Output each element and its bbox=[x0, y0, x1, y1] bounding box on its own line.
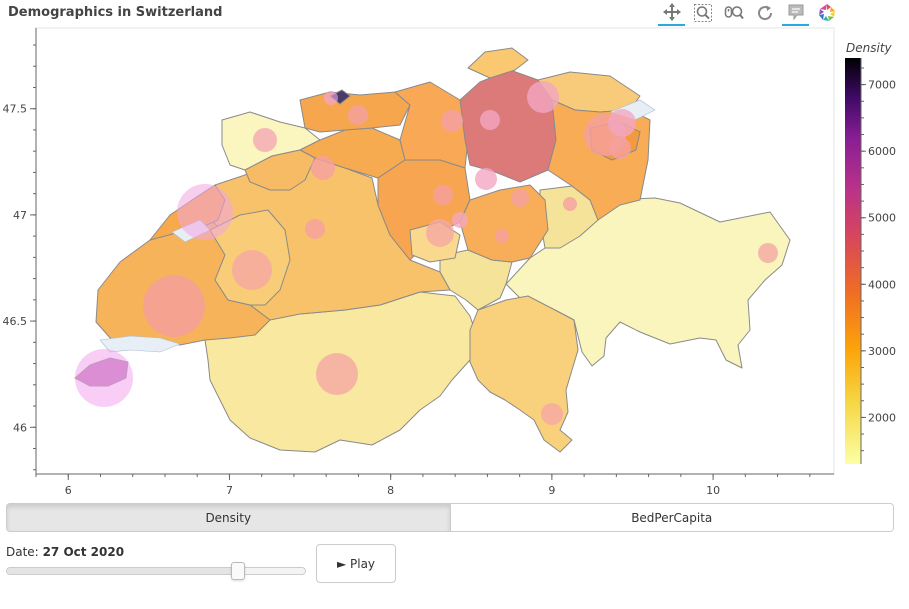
date-value: 27 Oct 2020 bbox=[42, 545, 125, 559]
colorbar: 2000 3000 4000 5000 6000 7000 bbox=[845, 58, 896, 464]
date-slider-handle[interactable] bbox=[231, 562, 245, 580]
bubble-basel-stadt bbox=[324, 91, 338, 105]
pan-tool-button[interactable] bbox=[658, 0, 685, 26]
date-slider-track-fill bbox=[7, 568, 238, 574]
bubble-thurgau bbox=[609, 137, 631, 159]
bubble-layer[interactable] bbox=[75, 81, 778, 425]
reset-icon bbox=[757, 5, 772, 21]
switzerland-map[interactable]: 6 7 8 9 10 46 46.5 47 47.5 2000 3000 4000 5000 6000… bbox=[0, 0, 909, 500]
bubble-geneva bbox=[75, 349, 133, 407]
x-tick-label: 6 bbox=[65, 484, 72, 497]
colorbar-tick-label: 2000 bbox=[868, 411, 896, 424]
bubble-obwalden bbox=[426, 219, 454, 247]
date-label-prefix: Date: bbox=[6, 545, 39, 559]
x-axis: 6 7 8 9 10 bbox=[35, 473, 834, 497]
x-tick-label: 7 bbox=[226, 484, 233, 497]
bubble-uri bbox=[495, 229, 509, 243]
bokeh-logo-icon bbox=[818, 4, 835, 21]
bubble-jura bbox=[253, 128, 277, 152]
bubble-aargau bbox=[441, 110, 463, 132]
wheel-zoom-tool-button[interactable] bbox=[720, 0, 747, 26]
bubble-fribourg bbox=[232, 250, 272, 290]
date-label: Date: 27 Oct 2020 bbox=[6, 545, 124, 559]
bubble-lucerne bbox=[433, 185, 453, 205]
bokeh-logo-link[interactable] bbox=[813, 0, 840, 26]
bubble-appenzell bbox=[608, 109, 636, 137]
pan-icon bbox=[662, 3, 681, 21]
hover-tool-button[interactable] bbox=[782, 0, 809, 26]
hover-icon bbox=[788, 4, 803, 21]
bubble-lausanne bbox=[143, 275, 205, 337]
bubble-bern bbox=[305, 219, 325, 239]
colorbar-tick-label: 6000 bbox=[868, 145, 896, 158]
canton-schaffhausen bbox=[467, 47, 529, 79]
y-tick-label: 47.5 bbox=[3, 103, 28, 116]
tab-bar: Density BedPerCapita bbox=[6, 503, 894, 532]
bubble-nidwalden bbox=[452, 212, 468, 228]
colorbar-tick-label: 3000 bbox=[868, 345, 896, 358]
y-tick-label: 46 bbox=[13, 421, 27, 434]
bubble-ticino bbox=[541, 403, 563, 425]
x-tick-label: 10 bbox=[706, 484, 720, 497]
bubble-solothurn bbox=[311, 156, 335, 180]
colorbar-gradient bbox=[845, 58, 861, 464]
bubble-neuchatel bbox=[177, 184, 233, 240]
y-tick-label: 47 bbox=[13, 209, 27, 222]
canton-jura-bernois bbox=[244, 149, 316, 191]
bubble-zug bbox=[475, 168, 497, 190]
bubble-zurich bbox=[480, 110, 500, 130]
bubble-valais bbox=[316, 353, 358, 395]
bubble-graubuenden bbox=[758, 243, 778, 263]
box-zoom-icon bbox=[693, 4, 712, 22]
colorbar-tick-label: 4000 bbox=[868, 278, 896, 291]
y-tick-label: 46.5 bbox=[3, 315, 28, 328]
colorbar-tick-label: 5000 bbox=[868, 212, 896, 225]
box-zoom-tool-button[interactable] bbox=[689, 0, 716, 26]
reset-tool-button[interactable] bbox=[751, 0, 778, 26]
wheel-zoom-icon bbox=[724, 6, 744, 20]
bubble-schwyz bbox=[511, 189, 529, 207]
x-tick-label: 8 bbox=[387, 484, 394, 497]
plot-toolbar bbox=[658, 0, 844, 30]
play-button[interactable]: ► Play bbox=[316, 544, 396, 583]
colorbar-title: Density bbox=[846, 41, 892, 55]
bubble-schaffhausen bbox=[527, 81, 559, 113]
tab-density[interactable]: Density bbox=[7, 504, 451, 531]
x-tick-label: 9 bbox=[548, 484, 555, 497]
date-slider[interactable] bbox=[6, 562, 306, 580]
y-axis: 46 46.5 47 47.5 bbox=[3, 28, 37, 474]
bubble-glarus bbox=[563, 197, 577, 211]
bubble-basel-land bbox=[348, 105, 368, 125]
colorbar-tick-label: 7000 bbox=[868, 79, 896, 92]
plot-title: Demographics in Switzerland bbox=[8, 5, 223, 20]
tab-bedpercapita[interactable]: BedPerCapita bbox=[450, 504, 893, 531]
